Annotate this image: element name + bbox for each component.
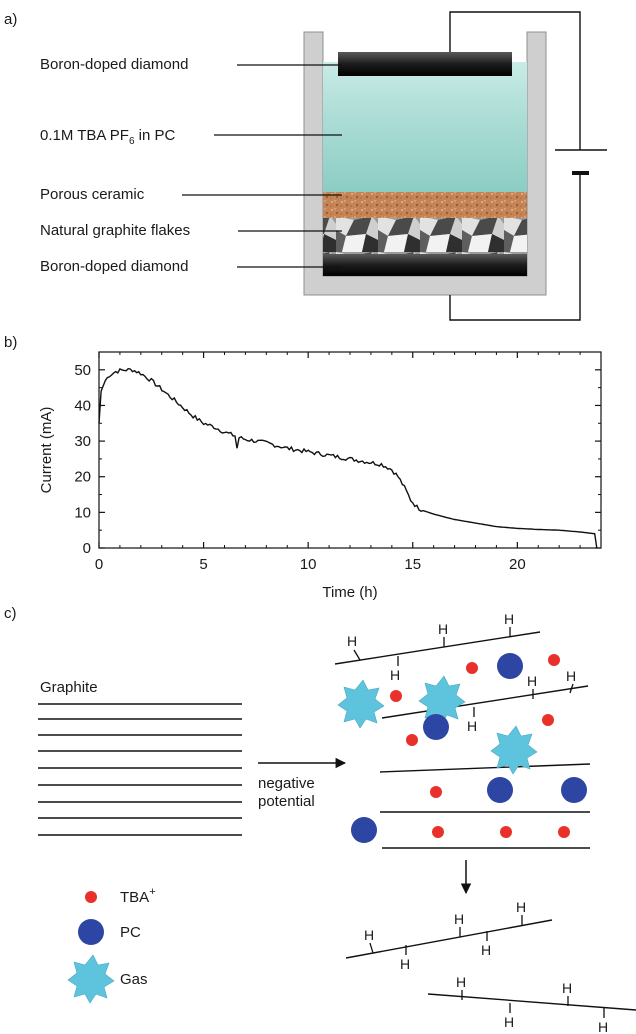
- h-label: H: [481, 942, 491, 958]
- y-tick-label: 20: [74, 469, 91, 486]
- tba-dot: [430, 786, 442, 798]
- gas-star: [337, 679, 385, 729]
- tba-dot: [466, 662, 478, 674]
- legend-pc-label: PC: [120, 924, 141, 941]
- bottom-electrode: [323, 254, 527, 276]
- panel-b-label: b): [4, 334, 17, 351]
- h-labels-lower: H H H H H H H H H: [364, 899, 608, 1034]
- pc-circle: [487, 777, 513, 803]
- pc-circle: [497, 653, 523, 679]
- arrow-text-potential: potential: [258, 793, 315, 810]
- x-axis-label: Time (h): [322, 584, 377, 601]
- x-tick-label: 10: [300, 556, 317, 573]
- panel-c-label: c): [4, 605, 17, 622]
- pc-circle: [423, 714, 449, 740]
- current-series-line: [98, 367, 598, 549]
- species-pc: [78, 653, 587, 945]
- h-label: H: [504, 611, 514, 627]
- tba-dot: [542, 714, 554, 726]
- h-label: H: [467, 718, 477, 734]
- h-label: H: [598, 1019, 608, 1034]
- h-label: H: [527, 673, 537, 689]
- legend-tba-label: TBA+: [120, 886, 156, 906]
- h-label: H: [562, 980, 572, 996]
- tba-dot: [500, 826, 512, 838]
- top-electrode: [338, 52, 512, 76]
- legend-tba-icon: [85, 891, 97, 903]
- panel-b: b) 0 5 10 15 20 0 10 20 30 40 50 Time (h) Current …: [4, 334, 602, 601]
- x-tick-label: 5: [199, 556, 207, 573]
- battery-negative-plate: [572, 171, 589, 175]
- h-label: H: [566, 668, 576, 684]
- x-tick-label: 20: [509, 556, 526, 573]
- h-label: H: [347, 633, 357, 649]
- species-tba: [85, 654, 570, 903]
- h-label: H: [400, 956, 410, 972]
- y-tick-label: 30: [74, 433, 91, 450]
- circuit-wiring: [449, 11, 607, 321]
- tba-dot: [390, 690, 402, 702]
- y-tick-label: 40: [74, 397, 91, 414]
- h-label: H: [516, 899, 526, 915]
- h-label: H: [454, 911, 464, 927]
- electrolyte: [323, 62, 527, 192]
- h-label: H: [438, 621, 448, 637]
- panel-c: c) Graphite negative potential: [4, 605, 636, 1034]
- y-tick-label: 0: [83, 540, 91, 557]
- gas-star: [490, 725, 538, 775]
- label-bottom-electrode: Boron-doped diamond: [40, 258, 188, 275]
- panel-a-label: a): [4, 11, 17, 28]
- h-label: H: [390, 667, 400, 683]
- chart-ticks: 0 5 10 15 20 0 10 20 30 40 50: [74, 352, 602, 573]
- legend-gas-icon: [67, 954, 115, 1004]
- tba-dot: [548, 654, 560, 666]
- exfoliated-sheets: [345, 919, 636, 1011]
- h-bonds-upper: [353, 627, 574, 717]
- h-bonds-lower: [369, 915, 605, 1018]
- tba-dot: [406, 734, 418, 746]
- y-axis-label: Current (mA): [38, 407, 55, 494]
- graphite-title: Graphite: [40, 679, 98, 696]
- tba-dot: [558, 826, 570, 838]
- expanded-layers: [334, 631, 591, 849]
- legend-pc-icon: [78, 919, 104, 945]
- porous-ceramic: [323, 192, 527, 218]
- plot-frame: [98, 351, 602, 549]
- y-tick-label: 50: [74, 362, 91, 379]
- legend-gas-label: Gas: [120, 971, 148, 988]
- x-tick-label: 15: [404, 556, 421, 573]
- arrow-text-negative: negative: [258, 775, 315, 792]
- x-tick-label: 0: [95, 556, 103, 573]
- label-electrolyte: 0.1M TBA PF6 in PC: [40, 127, 176, 147]
- graphite-flakes: [323, 218, 527, 254]
- h-label: H: [364, 927, 374, 943]
- panel-a: a) Boron-doped diamond 0.1M TBA PF6 in P…: [4, 11, 607, 321]
- species-gas: [67, 675, 538, 1004]
- label-top-electrode: Boron-doped diamond: [40, 56, 188, 73]
- h-label: H: [504, 1014, 514, 1030]
- h-labels-upper: H H H H H H H: [347, 611, 576, 734]
- tba-dot: [432, 826, 444, 838]
- label-porous-ceramic: Porous ceramic: [40, 186, 145, 203]
- h-label: H: [456, 974, 466, 990]
- y-tick-label: 10: [74, 504, 91, 521]
- pc-circle: [351, 817, 377, 843]
- pc-circle: [561, 777, 587, 803]
- label-graphite-flakes: Natural graphite flakes: [40, 222, 190, 239]
- graphite-layers: [38, 703, 242, 836]
